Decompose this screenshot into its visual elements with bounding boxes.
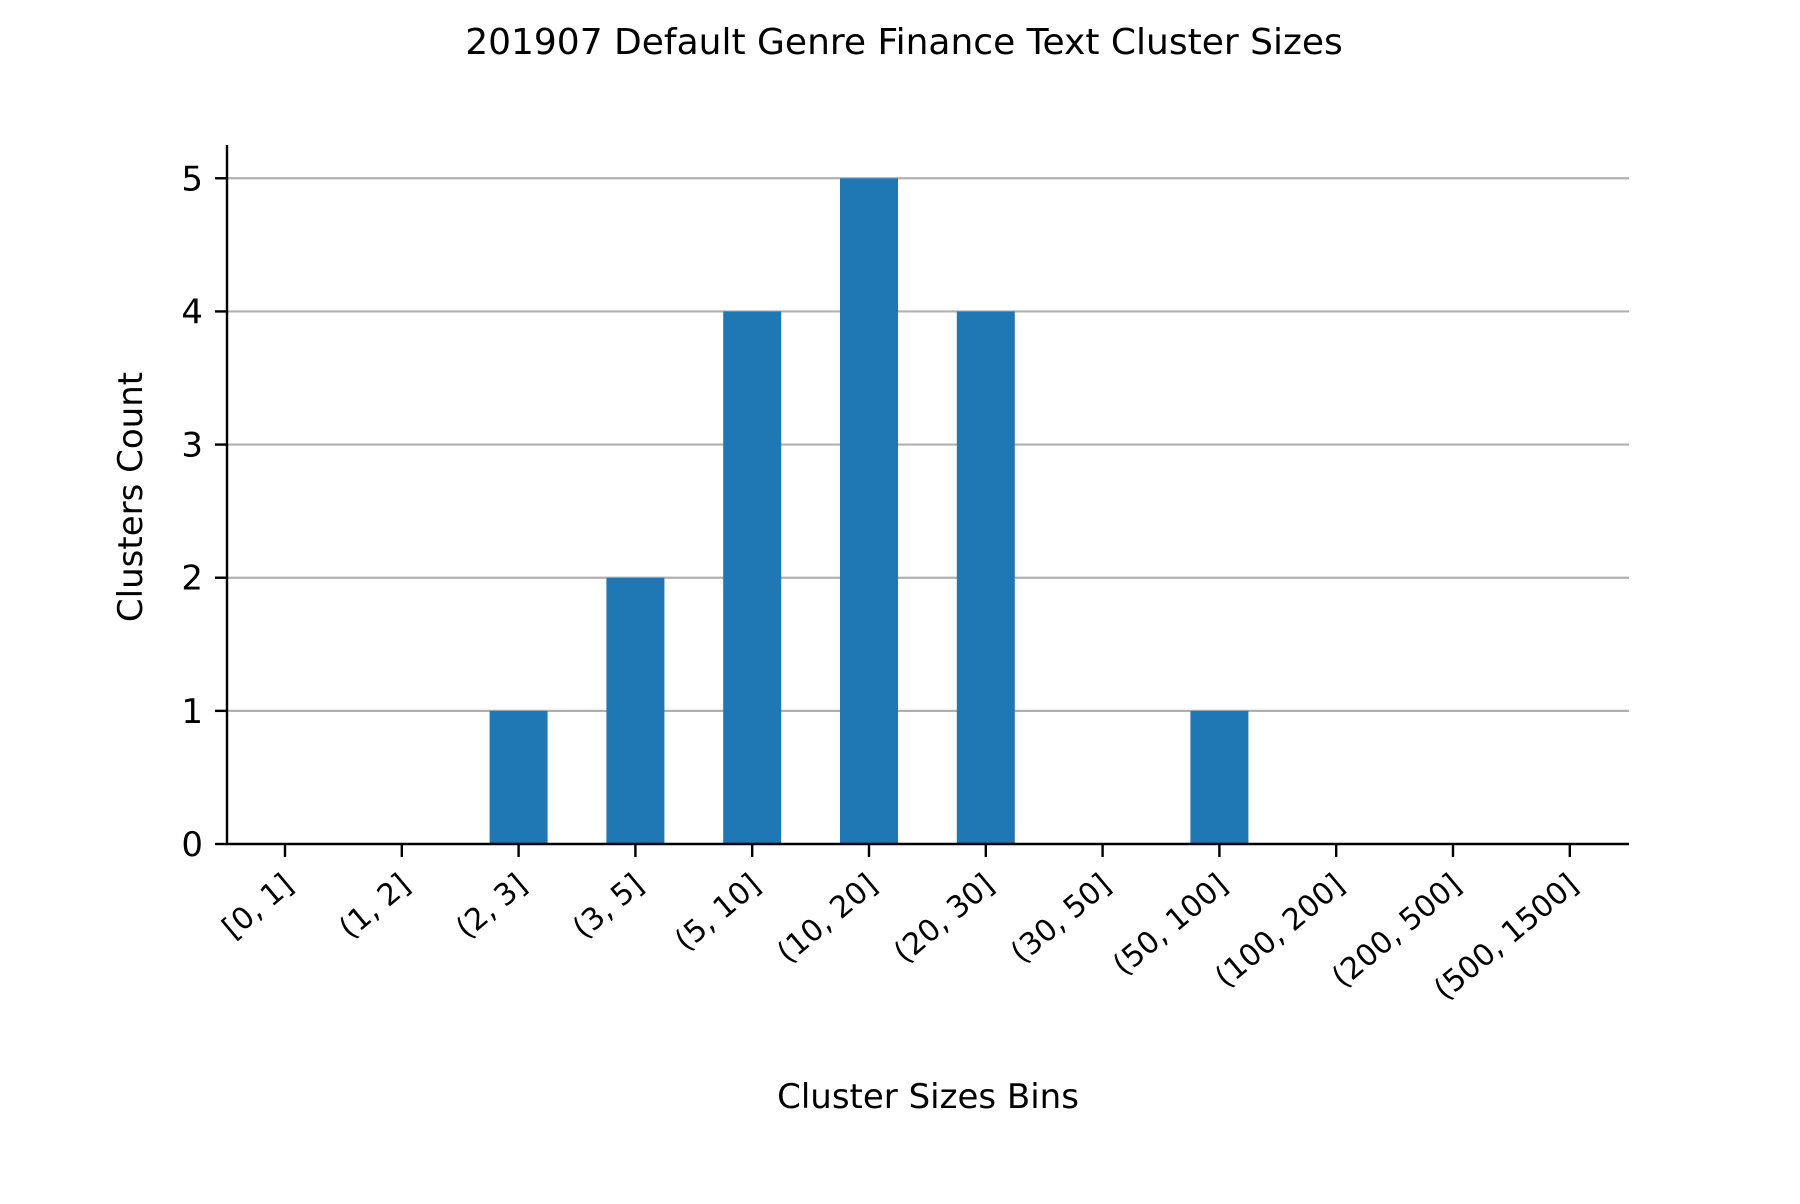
bar [606, 577, 665, 844]
bar [1190, 710, 1249, 844]
bars [489, 178, 1249, 845]
x-tick-label: (20, 30] [887, 867, 1001, 970]
x-tick-label: (30, 50] [1004, 867, 1118, 970]
chart-title: 201907 Default Genre Finance Text Cluste… [465, 22, 1343, 63]
y-axis-label: Clusters Count [111, 372, 151, 622]
y-tick-label: 2 [181, 559, 203, 599]
x-tick-label: (3, 5] [566, 867, 650, 946]
grid-lines [227, 177, 1629, 712]
x-tick-label: (100, 200] [1209, 867, 1352, 995]
bar [840, 178, 898, 845]
y-tick-label: 1 [181, 692, 203, 732]
y-tick-label: 4 [181, 292, 203, 332]
x-tick-label: (5, 10] [668, 867, 767, 958]
bar [489, 710, 548, 844]
y-tick-label: 5 [181, 159, 203, 199]
bar [956, 311, 1015, 844]
axes [225, 145, 1629, 846]
x-tick-label: (1, 2] [333, 867, 417, 946]
x-axis-label: Cluster Sizes Bins [777, 1077, 1079, 1117]
x-axis-ticks: [0, 1] (1, 2] (2, 3] (3, 5] (5, 10] (10, 20](… [216, 844, 1585, 1007]
x-tick-label: (10, 20] [771, 867, 885, 970]
y-tick-label: 0 [181, 825, 203, 865]
x-tick-label: [0, 1] [216, 867, 300, 946]
y-tick-label: 3 [181, 426, 203, 466]
x-tick-label: (2, 3] [449, 867, 533, 946]
bar [723, 311, 782, 844]
y-axis-ticks: 0 1 2 3 4 5 [181, 159, 227, 865]
